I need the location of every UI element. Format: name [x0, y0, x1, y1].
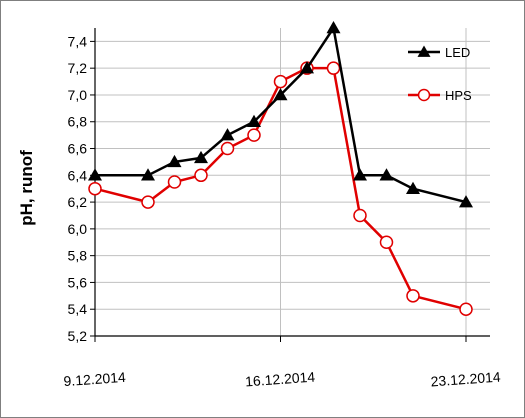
grid	[95, 28, 490, 336]
tick-labels: 5,2 5,4 5,6 5,8 6,0 6,2 6,4 6,6 6,8 7,0 7,2 7,4 9.12…	[63, 33, 501, 389]
data-point-led	[247, 114, 261, 127]
data-point-hps	[406, 289, 420, 303]
legend-label-led: LED	[445, 45, 470, 60]
y-tick-label: 5,4	[68, 301, 88, 317]
data-point-led	[379, 168, 394, 181]
data-point-hps	[353, 208, 367, 223]
series-hps	[88, 61, 473, 316]
y-tick-label: 7,4	[68, 33, 88, 49]
data-point-hps	[459, 302, 473, 316]
data-point-led	[326, 21, 341, 34]
series-led	[88, 21, 473, 208]
data-point-led	[88, 168, 102, 181]
x-tick-label: 9.12.2014	[63, 369, 126, 389]
y-axis-title: pH, runof	[17, 150, 36, 226]
data-point-led	[353, 168, 367, 181]
legend-marker-led	[417, 45, 431, 57]
y-tick-label: 5,2	[68, 328, 88, 344]
data-point-hps	[88, 181, 102, 196]
data-point-hps	[141, 195, 155, 209]
data-point-led	[167, 154, 182, 168]
legend-marker-hps	[417, 88, 431, 102]
y-tick-label: 7,0	[68, 87, 88, 103]
data-point-hps	[247, 128, 261, 142]
data-point-led	[273, 87, 288, 101]
legend: LED HPS	[408, 45, 472, 103]
data-point-led	[194, 150, 208, 164]
y-tick-label: 6,6	[68, 141, 88, 157]
y-tick-label: 6,2	[68, 194, 88, 210]
data-point-hps	[273, 74, 288, 89]
series	[88, 21, 473, 316]
x-tick-label: 16.12.2014	[245, 369, 316, 390]
data-point-led	[220, 128, 235, 141]
data-point-led	[459, 195, 473, 208]
y-tick-label: 7,2	[68, 60, 88, 76]
axes	[90, 28, 490, 342]
data-point-hps	[379, 235, 394, 250]
y-tick-label: 6,4	[68, 167, 88, 183]
data-point-led	[141, 168, 155, 181]
y-tick-label: 6,0	[68, 221, 88, 237]
x-tick-label: 23.12.2014	[430, 369, 501, 390]
data-point-hps	[194, 168, 208, 183]
legend-label-hps: HPS	[445, 88, 472, 103]
data-point-hps	[220, 141, 235, 156]
data-point-led	[300, 61, 314, 74]
y-tick-label: 5,6	[68, 274, 88, 290]
data-point-hps	[167, 175, 182, 189]
y-tick-label: 6,8	[68, 114, 88, 130]
data-point-led	[406, 181, 420, 194]
data-point-hps	[326, 61, 341, 75]
y-tick-label: 5,8	[68, 248, 88, 264]
